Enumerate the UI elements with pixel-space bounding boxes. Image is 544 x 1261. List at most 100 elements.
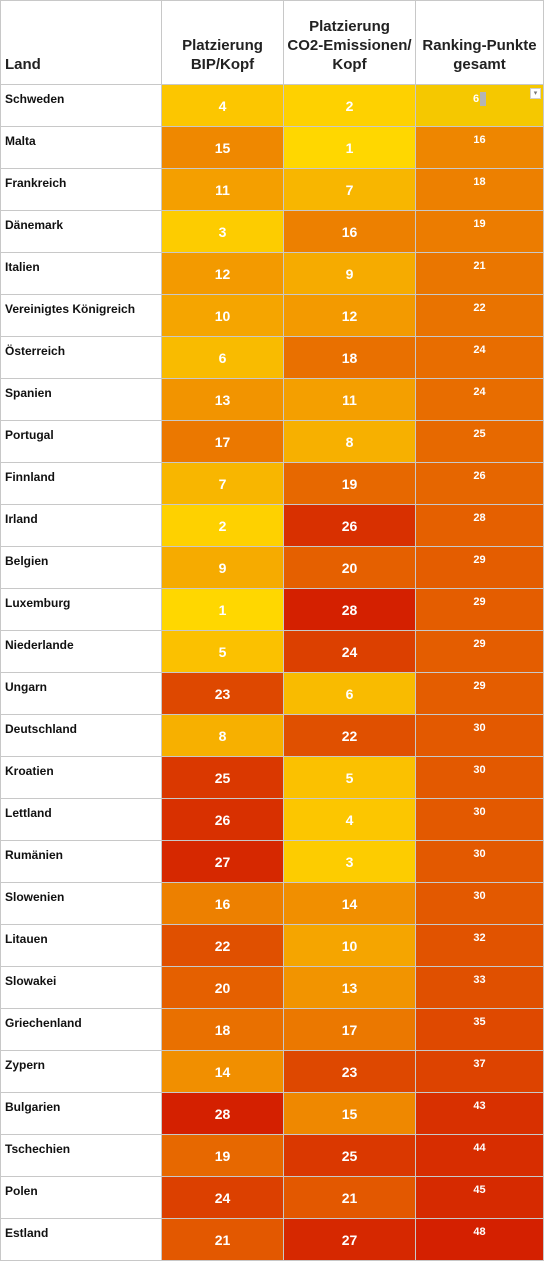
cell-points[interactable]: 30: [415, 756, 544, 799]
cell-co2[interactable]: 28: [283, 588, 416, 631]
cell-bip[interactable]: 2: [161, 504, 284, 547]
cell-bip[interactable]: 14: [161, 1050, 284, 1093]
cell-co2[interactable]: 2: [283, 84, 416, 127]
cell-points[interactable]: 26: [415, 462, 544, 505]
cell-points[interactable]: 33: [415, 966, 544, 1009]
cell-land[interactable]: Finnland: [0, 462, 162, 505]
cell-co2[interactable]: 14: [283, 882, 416, 925]
cell-bip[interactable]: 12: [161, 252, 284, 295]
cell-co2[interactable]: 23: [283, 1050, 416, 1093]
cell-co2[interactable]: 6: [283, 672, 416, 715]
cell-bip[interactable]: 23: [161, 672, 284, 715]
cell-co2[interactable]: 13: [283, 966, 416, 1009]
cell-bip[interactable]: 8: [161, 714, 284, 757]
cell-co2[interactable]: 10: [283, 924, 416, 967]
cell-land[interactable]: Irland: [0, 504, 162, 547]
chevron-down-icon[interactable]: ▾: [530, 88, 541, 99]
cell-co2[interactable]: 7: [283, 168, 416, 211]
cell-land[interactable]: Dänemark: [0, 210, 162, 253]
cell-points[interactable]: 30: [415, 840, 544, 883]
cell-points[interactable]: 30: [415, 714, 544, 757]
cell-points[interactable]: 25: [415, 420, 544, 463]
cell-co2[interactable]: 19: [283, 462, 416, 505]
cell-co2[interactable]: 11: [283, 378, 416, 421]
cell-points[interactable]: 24: [415, 378, 544, 421]
cell-bip[interactable]: 11: [161, 168, 284, 211]
cell-points[interactable]: 35: [415, 1008, 544, 1051]
cell-co2[interactable]: 12: [283, 294, 416, 337]
header-co2[interactable]: Platzierung CO2-Emissionen/Kopf: [283, 0, 416, 85]
cell-land[interactable]: Ungarn: [0, 672, 162, 715]
cell-points[interactable]: 43: [415, 1092, 544, 1135]
cell-co2[interactable]: 15: [283, 1092, 416, 1135]
cell-points[interactable]: 32: [415, 924, 544, 967]
cell-bip[interactable]: 13: [161, 378, 284, 421]
cell-co2[interactable]: 8: [283, 420, 416, 463]
cell-points[interactable]: 30: [415, 798, 544, 841]
cell-bip[interactable]: 15: [161, 126, 284, 169]
cell-bip[interactable]: 19: [161, 1134, 284, 1177]
cell-points[interactable]: 44: [415, 1134, 544, 1177]
cell-co2[interactable]: 1: [283, 126, 416, 169]
cell-points[interactable]: 30: [415, 882, 544, 925]
cell-land[interactable]: Vereinigtes Königreich: [0, 294, 162, 337]
cell-bip[interactable]: 28: [161, 1092, 284, 1135]
cell-points[interactable]: 19: [415, 210, 544, 253]
cell-points[interactable]: 48: [415, 1218, 544, 1261]
cell-points[interactable]: 18: [415, 168, 544, 211]
header-points[interactable]: Ranking-Punkte gesamt: [415, 0, 544, 85]
cell-land[interactable]: Spanien: [0, 378, 162, 421]
cell-bip[interactable]: 9: [161, 546, 284, 589]
cell-bip[interactable]: 17: [161, 420, 284, 463]
cell-land[interactable]: Portugal: [0, 420, 162, 463]
cell-land[interactable]: Kroatien: [0, 756, 162, 799]
cell-land[interactable]: Lettland: [0, 798, 162, 841]
cell-co2[interactable]: 16: [283, 210, 416, 253]
cell-bip[interactable]: 7: [161, 462, 284, 505]
cell-bip[interactable]: 25: [161, 756, 284, 799]
cell-points[interactable]: 37: [415, 1050, 544, 1093]
cell-bip[interactable]: 21: [161, 1218, 284, 1261]
cell-points[interactable]: 29: [415, 630, 544, 673]
cell-land[interactable]: Rumänien: [0, 840, 162, 883]
cell-land[interactable]: Frankreich: [0, 168, 162, 211]
cell-land[interactable]: Italien: [0, 252, 162, 295]
cell-bip[interactable]: 18: [161, 1008, 284, 1051]
cell-land[interactable]: Slowenien: [0, 882, 162, 925]
cell-co2[interactable]: 9: [283, 252, 416, 295]
cell-land[interactable]: Malta: [0, 126, 162, 169]
cell-points[interactable]: 24: [415, 336, 544, 379]
cell-bip[interactable]: 24: [161, 1176, 284, 1219]
cell-land[interactable]: Litauen: [0, 924, 162, 967]
cell-co2[interactable]: 21: [283, 1176, 416, 1219]
cell-land[interactable]: Estland: [0, 1218, 162, 1261]
cell-land[interactable]: Zypern: [0, 1050, 162, 1093]
cell-bip[interactable]: 10: [161, 294, 284, 337]
cell-land[interactable]: Niederlande: [0, 630, 162, 673]
cell-land[interactable]: Bulgarien: [0, 1092, 162, 1135]
cell-points[interactable]: 22: [415, 294, 544, 337]
header-land[interactable]: Land: [0, 0, 162, 85]
cell-co2[interactable]: 4: [283, 798, 416, 841]
cell-bip[interactable]: 26: [161, 798, 284, 841]
cell-points[interactable]: 21: [415, 252, 544, 295]
cell-bip[interactable]: 27: [161, 840, 284, 883]
cell-land[interactable]: Schweden: [0, 84, 162, 127]
cell-co2[interactable]: 3: [283, 840, 416, 883]
cell-land[interactable]: Österreich: [0, 336, 162, 379]
cell-bip[interactable]: 5: [161, 630, 284, 673]
cell-co2[interactable]: 25: [283, 1134, 416, 1177]
cell-co2[interactable]: 22: [283, 714, 416, 757]
cell-points[interactable]: 28: [415, 504, 544, 547]
cell-points[interactable]: 45: [415, 1176, 544, 1219]
cell-land[interactable]: Luxemburg: [0, 588, 162, 631]
cell-points[interactable]: 6 ▾: [415, 84, 544, 127]
cell-co2[interactable]: 20: [283, 546, 416, 589]
cell-land[interactable]: Slowakei: [0, 966, 162, 1009]
cell-land[interactable]: Tschechien: [0, 1134, 162, 1177]
cell-land[interactable]: Belgien: [0, 546, 162, 589]
cell-bip[interactable]: 3: [161, 210, 284, 253]
cell-points[interactable]: 29: [415, 672, 544, 715]
cell-co2[interactable]: 24: [283, 630, 416, 673]
cell-points[interactable]: 16: [415, 126, 544, 169]
